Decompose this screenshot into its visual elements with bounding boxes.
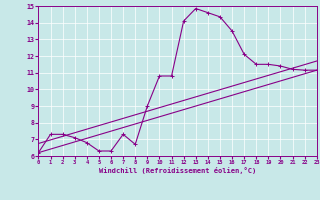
X-axis label: Windchill (Refroidissement éolien,°C): Windchill (Refroidissement éolien,°C) [99, 167, 256, 174]
